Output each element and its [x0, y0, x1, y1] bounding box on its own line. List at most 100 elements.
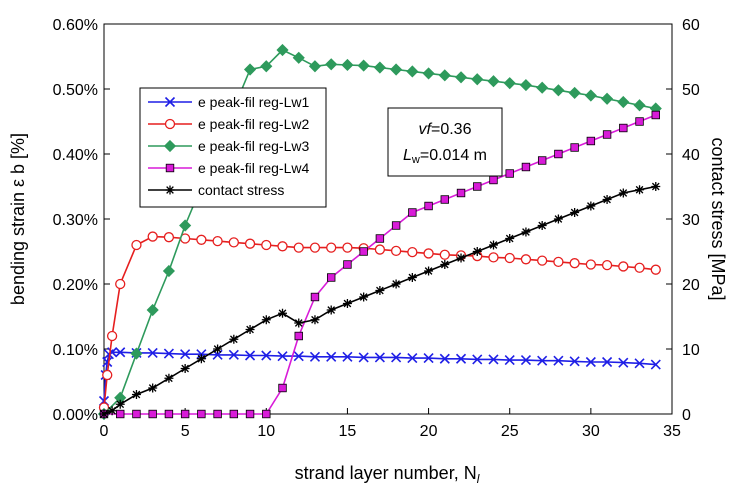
data-point [424, 266, 434, 276]
data-point [536, 81, 549, 94]
data-point [148, 383, 158, 393]
data-point [570, 208, 580, 217]
legend: e peak-fil reg-Lw1 e peak-fil reg-Lw2 e pe… [139, 87, 327, 208]
data-point [99, 409, 109, 419]
data-point [325, 58, 338, 71]
data-point [423, 248, 434, 259]
annotation-line2-italic: L [403, 147, 412, 164]
data-point [164, 409, 174, 419]
x-axis-ticks: 0 5 10 15 20 25 30 35 [100, 408, 681, 440]
annotation-line2: Lw=0.014 m [403, 147, 487, 166]
data-point [131, 390, 141, 399]
data-point [147, 347, 158, 358]
data-point [245, 325, 255, 334]
series-1 [98, 347, 661, 407]
annotation-line1-italic: vf [419, 121, 433, 138]
data-point [341, 58, 354, 72]
data-point [584, 89, 597, 102]
data-point [602, 130, 612, 139]
data-point [568, 86, 581, 99]
data-point [537, 255, 548, 266]
data-point [164, 96, 176, 108]
data-point [455, 353, 467, 364]
y-tick-label: 0.20% [53, 277, 98, 294]
data-point [102, 356, 113, 368]
data-point [165, 185, 175, 195]
legend-item: e peak-fil reg-Lw2 [148, 116, 309, 132]
data-point [277, 241, 288, 252]
data-point [651, 110, 660, 120]
series-5 [99, 182, 661, 419]
data-point [342, 242, 353, 253]
data-point [505, 169, 514, 178]
data-point [180, 349, 191, 360]
x-tick-label: 20 [420, 423, 438, 440]
data-point [261, 315, 271, 325]
data-point [504, 252, 515, 264]
data-point [554, 149, 563, 159]
data-point [391, 279, 401, 289]
legend-label: e peak-fil reg-Lw3 [198, 138, 309, 154]
data-point [164, 118, 176, 130]
data-point [243, 63, 257, 76]
data-point [213, 344, 223, 354]
data-point [390, 245, 402, 257]
data-point [293, 351, 304, 362]
data-point [245, 409, 255, 419]
data-point [521, 227, 531, 237]
y-tick-label: 0.60% [53, 17, 98, 34]
data-point [473, 182, 482, 191]
data-point [277, 351, 288, 362]
data-point [374, 244, 386, 255]
data-point [537, 355, 548, 366]
data-point [115, 278, 126, 290]
legend-item: e peak-fil reg-Lw4 [148, 160, 309, 176]
data-point [180, 364, 190, 373]
annotation-box: vf=0.36 Lw=0.014 m [387, 107, 503, 177]
y-axis-ticks: 0.00% 0.10% 0.20% 0.30% 0.40% 0.50% 0.60% [53, 17, 110, 424]
data-point [244, 350, 256, 361]
annotation-line1-rest: =0.36 [431, 121, 472, 138]
y2-tick-label: 50 [682, 82, 700, 99]
data-point [553, 355, 564, 366]
data-point [163, 348, 174, 359]
data-point [423, 353, 434, 364]
data-point [261, 239, 272, 251]
data-point [602, 356, 613, 368]
data-point [520, 254, 532, 265]
data-point [196, 354, 206, 364]
data-point [294, 331, 303, 341]
data-point [115, 347, 126, 358]
data-point [505, 234, 515, 243]
data-point [456, 188, 466, 198]
data-point [342, 299, 352, 308]
data-point [440, 195, 449, 204]
data-point [569, 356, 580, 367]
data-point [228, 237, 239, 248]
y2-tick-label: 30 [682, 212, 700, 229]
data-point [570, 143, 579, 152]
x-tick-label: 5 [181, 423, 190, 440]
data-point [422, 67, 435, 80]
x-axis-label-sub: l [477, 472, 480, 486]
legend-item: e peak-fil reg-Lw3 [148, 138, 309, 154]
legend-label: contact stress [198, 182, 284, 198]
data-point [487, 75, 500, 88]
data-point [586, 201, 596, 211]
data-point [164, 373, 174, 383]
annotation-frame [387, 107, 503, 177]
data-point [439, 353, 450, 364]
data-point [292, 51, 305, 64]
data-point [147, 231, 158, 242]
data-point [179, 219, 192, 232]
data-point [537, 221, 547, 230]
data-point [115, 399, 125, 409]
data-point [569, 258, 580, 269]
data-point [602, 195, 612, 204]
data-point [180, 409, 190, 419]
data-point [294, 318, 304, 328]
data-point [601, 259, 613, 271]
data-point [359, 292, 369, 302]
data-point [310, 315, 320, 325]
x-axis-label: strand layer number, Nl [295, 463, 480, 486]
